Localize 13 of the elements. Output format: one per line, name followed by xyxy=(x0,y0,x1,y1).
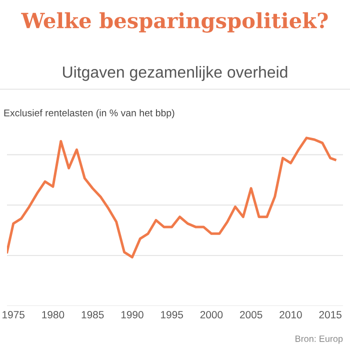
x-tick-label: 2015 xyxy=(319,311,342,318)
x-tick-label: 1990 xyxy=(121,311,144,318)
chart-subtitle: Uitgaven gezamenlijke overheid xyxy=(63,66,288,81)
text: Bron: Europ xyxy=(296,336,343,344)
y-axis-title: Exclusief rentelasten (in % van het bbp) xyxy=(4,109,174,118)
x-tick-label: 1985 xyxy=(82,311,104,318)
x-tick-label: 1995 xyxy=(161,311,183,318)
x-tick-label: 2010 xyxy=(280,311,302,318)
x-tick-label: 1980 xyxy=(42,311,64,318)
x-tick-label: 1975 xyxy=(2,311,24,318)
chart-title: Welke besparingspolitiek? xyxy=(21,12,328,33)
x-tick-label: 2005 xyxy=(240,311,262,318)
x-tick-label: 2000 xyxy=(200,311,223,318)
